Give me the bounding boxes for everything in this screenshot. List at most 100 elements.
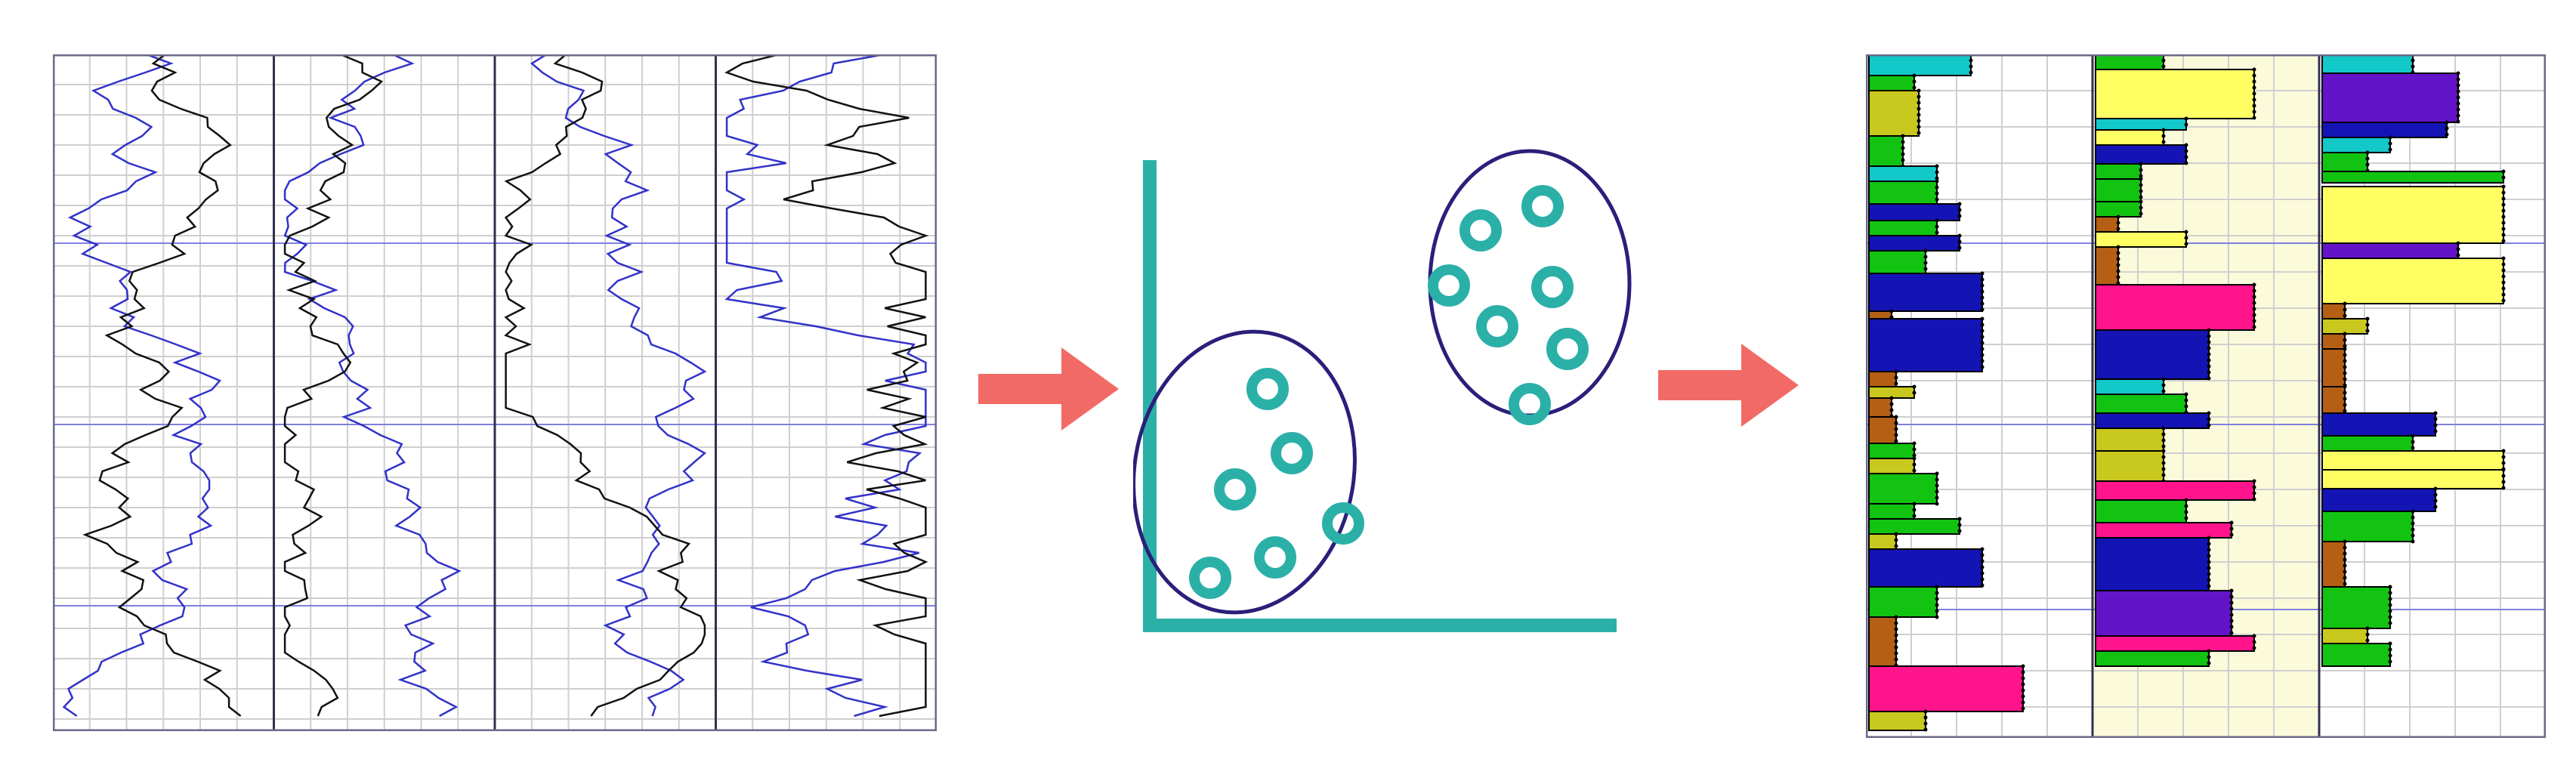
block-edge-dot: [1912, 502, 1917, 506]
block-edge-dot: [1980, 583, 1985, 588]
block-edge-dot: [2456, 77, 2460, 82]
block-edge-dot: [2456, 253, 2460, 258]
block-edge-dot: [2343, 313, 2347, 318]
block-edge-dot: [2365, 632, 2370, 637]
facies-block: [1868, 250, 1926, 274]
block-edge-dot: [1980, 347, 1985, 351]
data-point: [1254, 536, 1296, 579]
block-edge-dot: [2343, 347, 2347, 351]
block-edge-dot: [2388, 647, 2392, 652]
block-edge-dot: [1912, 508, 1917, 512]
block-edge-dot: [2411, 539, 2415, 544]
block-edge-dot: [2229, 594, 2234, 599]
block-edge-dot: [1923, 267, 1928, 271]
data-point: [1246, 368, 1289, 410]
block-edge-dot: [2252, 646, 2256, 650]
block-edge-dot: [2388, 597, 2392, 601]
block-edge-dot: [1923, 248, 1928, 253]
blue-log-curve: [530, 54, 707, 717]
block-edge-dot: [2207, 536, 2211, 540]
block-edge-dot: [2456, 101, 2460, 106]
data-point: [1189, 557, 1231, 599]
block-edge-dot: [2343, 569, 2347, 574]
block-edge-dot: [2343, 539, 2347, 544]
block-edge-dot: [2207, 655, 2211, 659]
block-edge-dot: [2252, 91, 2256, 96]
block-edge-dot: [2161, 140, 2166, 144]
block-edge-dot: [2207, 328, 2211, 332]
facies-block: [2095, 178, 2142, 202]
block-edge-dot: [2207, 572, 2211, 576]
block-edge-dot: [2411, 446, 2415, 450]
block-edge-dot: [2343, 384, 2347, 389]
block-edge-dot: [2207, 334, 2211, 338]
block-edge-dot: [2161, 58, 2166, 63]
block-edge-dot: [2433, 498, 2438, 503]
block-edge-dot: [1894, 375, 1898, 380]
block-edge-dot: [1935, 597, 1939, 601]
block-edge-dot: [1923, 709, 1928, 714]
block-edge-dot: [2388, 135, 2392, 140]
block-edge-dot: [2501, 298, 2506, 303]
block-edge-dot: [2229, 600, 2234, 605]
block-edge-dot: [2021, 688, 2025, 693]
block-edge-dot: [2161, 467, 2166, 471]
block-edge-dot: [2139, 211, 2143, 216]
facies-block: [2321, 137, 2391, 153]
facies-block: [2321, 171, 2504, 184]
block-edge-dot: [2433, 417, 2438, 421]
block-edge-dot: [2207, 542, 2211, 546]
block-edge-dot: [2456, 241, 2460, 245]
block-edge-dot: [2501, 286, 2506, 291]
block-edge-dot: [2343, 353, 2347, 357]
block-edge-dot: [1935, 495, 1939, 500]
block-edge-dot: [2184, 510, 2188, 514]
block-edge-dot: [1894, 621, 1898, 625]
facies-block: [2321, 469, 2504, 489]
block-edge-dot: [2411, 440, 2415, 444]
block-edge-dot: [2365, 150, 2370, 155]
facies-block: [2321, 242, 2459, 259]
block-edge-dot: [1980, 565, 1985, 569]
block-edge-dot: [2184, 404, 2188, 409]
facies-block: [1868, 533, 1897, 550]
block-edge-dot: [2116, 263, 2120, 267]
block-edge-dot: [1923, 727, 1928, 732]
block-edge-dot: [2456, 113, 2460, 118]
block-edge-dot: [1894, 433, 1898, 437]
block-edge-dot: [2343, 359, 2347, 363]
block-edge-dot: [1980, 271, 1985, 276]
facies-block: [1868, 220, 1938, 236]
blue-log-curve: [62, 54, 222, 718]
block-edge-dot: [2343, 307, 2347, 312]
block-edge-dot: [1894, 532, 1898, 536]
facies-block: [2095, 118, 2187, 131]
block-edge-dot: [2252, 307, 2256, 311]
facies-block: [1868, 54, 1972, 76]
block-edge-dot: [2388, 147, 2392, 152]
facies-block: [2321, 435, 2414, 452]
block-edge-dot: [2501, 202, 2506, 207]
block-edge-dot: [2252, 116, 2256, 120]
block-edge-dot: [1980, 323, 1985, 327]
block-edge-dot: [1969, 58, 1973, 63]
block-edge-dot: [2021, 706, 2025, 711]
block-edge-dot: [2207, 364, 2211, 369]
block-edge-dot: [1894, 615, 1898, 619]
block-edge-dot: [2207, 548, 2211, 552]
block-edge-dot: [2139, 174, 2143, 178]
facies-block: [2321, 258, 2504, 304]
block-edge-dot: [2139, 189, 2143, 193]
facies-block: [2321, 152, 2368, 172]
block-edge-dot: [2501, 184, 2506, 189]
block-edge-dot: [2501, 449, 2506, 453]
block-edge-dot: [1923, 261, 1928, 265]
block-edge-dot: [2207, 578, 2211, 582]
block-edge-dot: [1935, 603, 1939, 607]
block-edge-dot: [2116, 215, 2120, 219]
right-arrow-icon: [1658, 344, 1799, 427]
block-edge-dot: [2161, 455, 2166, 459]
block-edge-dot: [2433, 492, 2438, 497]
block-edge-dot: [2252, 295, 2256, 299]
facies-block: [2321, 122, 2448, 138]
